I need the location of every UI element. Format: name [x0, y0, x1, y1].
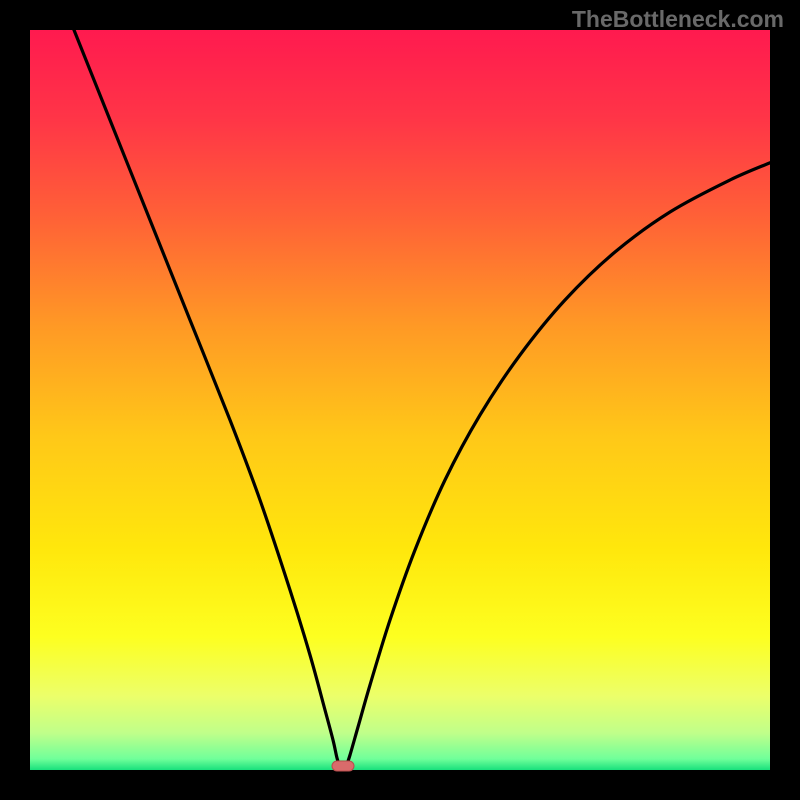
curve-right-branch — [346, 162, 772, 767]
chart-container: TheBottleneck.com — [0, 0, 800, 800]
minimum-marker — [332, 761, 354, 771]
curve-left-branch — [70, 20, 340, 767]
bottleneck-curve — [30, 30, 770, 770]
plot-area — [30, 30, 770, 770]
watermark-label: TheBottleneck.com — [572, 6, 784, 33]
